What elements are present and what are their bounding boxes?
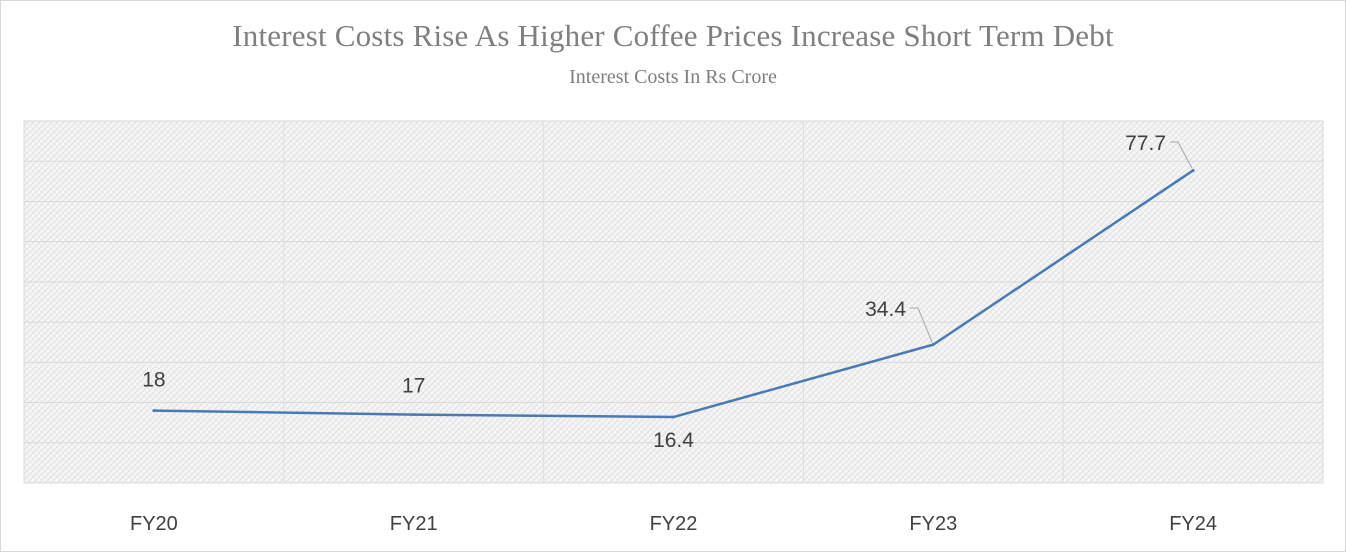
- series-layer: [152, 168, 1195, 419]
- data-point: [931, 343, 935, 347]
- x-tick-label: FY21: [390, 513, 438, 535]
- data-label: 16.4: [653, 429, 694, 452]
- gridlines: [24, 121, 1323, 483]
- label-leader-line: [1170, 141, 1193, 169]
- x-tick-label: FY24: [1169, 513, 1217, 535]
- data-label: 34.4: [865, 298, 906, 321]
- data-label: 77.7: [1125, 132, 1166, 155]
- data-point: [672, 415, 675, 419]
- chart-title: Interest Costs Rise As Higher Coffee Pri…: [232, 18, 1114, 53]
- data-labels: 18 17 16.4 34.4 77.7: [142, 132, 1166, 452]
- data-label: 18: [142, 369, 165, 392]
- data-point: [152, 409, 156, 413]
- label-leaders: [910, 141, 1193, 343]
- x-tick-label: FY22: [650, 513, 698, 535]
- label-leader-line: [910, 307, 933, 343]
- plot-area: [23, 120, 1324, 484]
- data-point: [412, 413, 416, 417]
- data-label: 17: [402, 375, 425, 398]
- data-point: [1191, 168, 1195, 172]
- x-axis-ticks: FY20 FY21 FY22 FY23 FY24: [130, 513, 1217, 535]
- chart-subtitle: Interest Costs In Rs Crore: [569, 66, 777, 88]
- x-tick-label: FY23: [909, 513, 957, 535]
- x-tick-label: FY20: [130, 513, 178, 535]
